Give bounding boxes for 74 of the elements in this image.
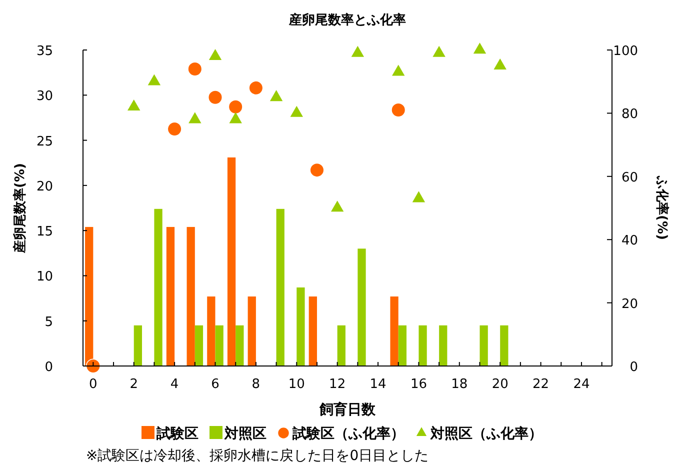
x-tick-label: 14 [370,377,386,392]
bar [248,296,256,366]
bar [439,325,448,366]
x-tick-label: 6 [211,377,220,392]
x-axis-title: 飼育日数 [318,401,376,418]
text: ※試験区は冷却後、採卵水槽に戻した日を0日目とした [86,448,429,464]
bar [418,325,427,366]
y-tick-label: 5 [44,314,53,330]
y2-axis-title: ふ化率(%) [654,175,670,240]
y2-tick-label: 80 [621,107,638,122]
bar [215,325,224,366]
x-tick-label: 20 [492,377,508,392]
bar [308,296,317,366]
legend-label: 試験区 [156,425,198,442]
bar [500,325,508,366]
x-tick-label: 0 [89,377,98,392]
point [412,191,426,202]
y-tick-label: 25 [36,134,53,150]
point [167,122,182,136]
point [432,46,446,57]
bar [337,325,346,366]
point [290,106,303,117]
x-tick-label: 8 [252,377,260,392]
y-tick-label: 10 [36,270,53,285]
bar [398,325,407,366]
y2-tick-label: 100 [613,44,638,59]
x-tick-label: 24 [573,377,590,392]
y-tick-label: 0 [44,360,53,375]
bar [166,226,175,366]
y-tick-label: 30 [36,89,53,104]
x-tick-label: 10 [288,377,305,392]
y-axis-title: 産卵尾数率(%) [12,163,28,254]
x-tick-label: 16 [410,377,427,392]
bar [154,208,162,366]
point [208,48,222,60]
bar [227,157,236,366]
point [188,112,202,124]
point [351,46,364,57]
bar [134,325,142,366]
point [229,112,242,124]
legend-label: 対照区 [224,425,266,442]
bar [358,248,366,366]
y2-tick-label: 20 [621,296,638,312]
chart-title: 産卵尾数率とふ化率 [288,12,406,28]
x-tick-label: 2 [130,377,138,392]
bar [207,296,216,366]
point [330,200,344,212]
point [128,100,140,111]
point [148,74,161,86]
point [494,58,506,70]
bar [480,325,488,366]
point [270,90,283,102]
bar [236,325,244,366]
y-tick-label: 15 [36,224,53,240]
point [86,358,100,374]
x-tick-label: 4 [170,377,179,392]
x-tick-label: 18 [451,377,468,392]
bar [390,296,398,366]
y2-tick-label: 60 [621,170,638,186]
point [310,162,324,178]
bar [194,325,204,366]
x-tick-label: 12 [329,377,346,392]
y2-tick-label: 0 [630,360,638,375]
legend-label: 対照区（ふ化率） [430,425,542,442]
y2-tick-label: 40 [621,234,638,249]
bar [276,208,284,366]
y-tick-label: 20 [36,179,53,194]
y-tick-label: 35 [36,44,53,59]
bar [296,287,305,366]
legend-label: 試験区（ふ化率） [292,425,404,442]
bar [186,226,195,366]
point [473,42,486,54]
x-tick-label: 22 [532,377,550,392]
point [392,64,405,76]
